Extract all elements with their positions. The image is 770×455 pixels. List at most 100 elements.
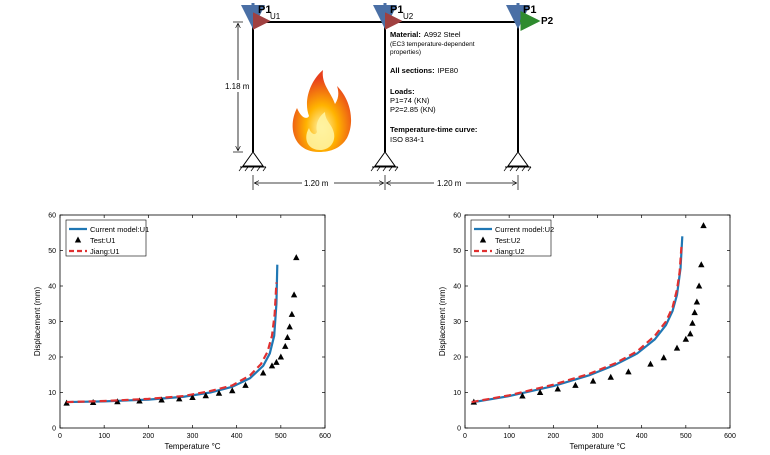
y-axis-label: Displacement (mm): [438, 286, 447, 356]
x-tick-label: 400: [231, 433, 243, 440]
test-marker: [698, 261, 705, 268]
test-marker: [158, 396, 165, 403]
test-marker: [607, 373, 614, 380]
x-tick-label: 300: [187, 433, 199, 440]
x-tick-label: 200: [142, 433, 154, 440]
x-axis-label: Temperature °C: [569, 442, 625, 451]
x-tick-label: 600: [724, 433, 736, 440]
x-tick-label: 0: [463, 433, 467, 440]
test-marker: [273, 358, 280, 365]
fire-icon: [292, 70, 352, 152]
u1-label: U1: [270, 12, 281, 21]
legend-label: Test:U1: [90, 236, 115, 245]
span-label-left: 1.20 m: [304, 179, 329, 188]
load-p2-text: P2=2.85 (KN): [390, 105, 436, 114]
legend-label: Current model:U1: [90, 225, 149, 234]
y-tick-label: 10: [48, 390, 56, 397]
test-marker: [293, 254, 300, 261]
y-tick-label: 10: [453, 390, 461, 397]
loads-heading: Loads:: [390, 87, 415, 96]
sections-heading: All sections: IPE80: [390, 66, 458, 75]
y-tick-label: 30: [48, 319, 56, 326]
test-marker: [695, 282, 703, 289]
test-marker: [229, 387, 236, 394]
y-tick-label: 50: [48, 248, 56, 255]
y-tick-label: 30: [453, 319, 461, 326]
test-marker: [519, 392, 526, 399]
chart-u1: 0 100 200 300 400 500 600 0 10 20 30 40 50 60 Temperat…: [33, 213, 331, 452]
test-marker: [284, 333, 291, 340]
legend-marker: [74, 236, 82, 243]
model-series-line: [66, 264, 279, 404]
legend-marker: [479, 236, 487, 243]
test-marker: [682, 335, 690, 342]
support-left: [238, 151, 267, 172]
support-middle: [370, 151, 399, 172]
material-value: A992 Steel: [424, 30, 461, 39]
curve-heading: Temperature-time curve:: [390, 125, 477, 134]
material-line-3: properties): [390, 49, 421, 56]
y-tick-label: 0: [52, 426, 56, 433]
chart-u2: 0 100 200 300 400 500 600 0 10 20 30 40 50 60 Temperat…: [438, 213, 736, 452]
test-marker: [673, 344, 681, 351]
test-marker: [136, 397, 143, 404]
test-marker: [176, 395, 183, 402]
test-marker: [536, 389, 544, 395]
test-marker: [288, 310, 296, 317]
y-tick-label: 60: [48, 213, 56, 220]
test-marker: [63, 399, 70, 406]
test-marker: [572, 381, 579, 388]
frame-notes: Material: A992 Steel (EC3 temperature-dep…: [390, 30, 477, 144]
y-tick-label: 20: [453, 355, 461, 362]
test-marker: [286, 323, 293, 330]
x-tick-label: 100: [98, 433, 110, 440]
legend-label: Current model:U2: [495, 225, 554, 234]
curve-value: ISO 834-1: [390, 135, 424, 144]
test-marker: [700, 222, 707, 229]
x-tick-label: 500: [680, 433, 692, 440]
p2-label: P2: [541, 16, 554, 27]
x-tick-label: 100: [503, 433, 515, 440]
test-marker: [689, 319, 696, 326]
y-tick-label: 60: [453, 213, 461, 220]
test-marker: [647, 360, 654, 367]
legend-label: Jiang:U2: [495, 247, 525, 256]
x-tick-label: 600: [319, 433, 331, 440]
jiang-series-line: [66, 282, 278, 404]
height-label: 1.18 m: [225, 82, 250, 91]
test-marker: [691, 309, 698, 316]
test-marker: [189, 393, 196, 400]
y-tick-label: 0: [457, 426, 461, 433]
test-marker: [242, 381, 249, 388]
x-tick-label: 400: [636, 433, 648, 440]
test-marker: [660, 354, 667, 361]
test-marker: [282, 342, 289, 349]
test-marker: [277, 353, 285, 360]
test-marker: [687, 330, 694, 337]
load-label-2: P1: [390, 4, 403, 16]
svg-text:Material:A992 Steel: Material: A992 Steel: [390, 30, 461, 39]
test-marker: [625, 368, 632, 375]
u2-label: U2: [403, 12, 414, 21]
x-axis-label: Temperature °C: [164, 442, 220, 451]
load-p1-text: P1=74 (KN): [390, 96, 430, 105]
test-marker: [290, 291, 298, 298]
test-marker: [202, 392, 209, 399]
model-series-line: [471, 236, 684, 404]
test-marker: [554, 385, 561, 392]
x-tick-label: 200: [547, 433, 559, 440]
test-marker: [268, 362, 276, 369]
material-heading: Material:: [390, 30, 421, 39]
support-right: [503, 151, 532, 172]
x-tick-label: 300: [592, 433, 604, 440]
y-tick-label: 20: [48, 355, 56, 362]
frame-diagram: P1 P1 P1 U1 U2 P2 1.18 m 1.20 m 1.20 m: [224, 3, 554, 190]
test-marker: [589, 377, 597, 384]
y-tick-label: 50: [453, 248, 461, 255]
legend-label: Test:U2: [495, 236, 520, 245]
test-marker: [259, 369, 267, 376]
test-marker: [693, 298, 701, 305]
y-tick-label: 40: [48, 284, 56, 291]
material-line-2: (EC3 temperature-dependent: [390, 41, 475, 48]
